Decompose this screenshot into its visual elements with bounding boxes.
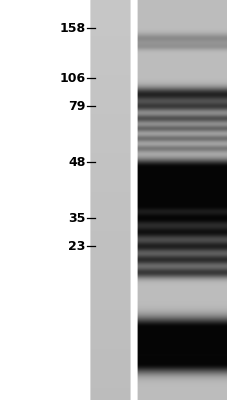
- Text: 23: 23: [68, 240, 85, 252]
- Text: 158: 158: [59, 22, 85, 34]
- Text: 35: 35: [68, 212, 85, 224]
- Text: 48: 48: [68, 156, 85, 168]
- Text: 106: 106: [59, 72, 85, 84]
- Text: 79: 79: [68, 100, 85, 112]
